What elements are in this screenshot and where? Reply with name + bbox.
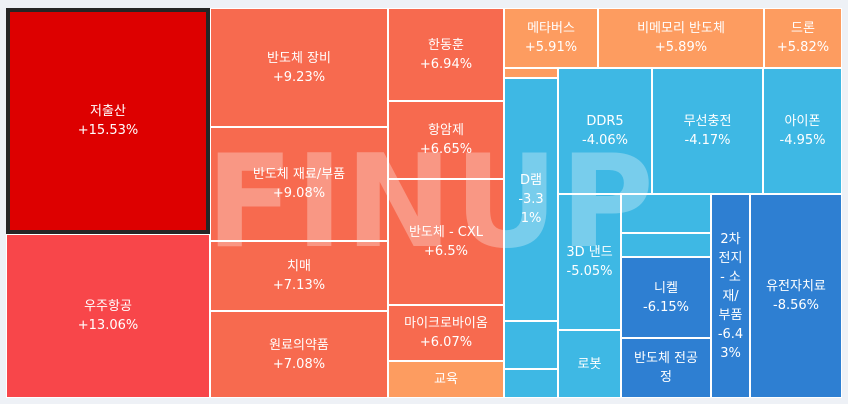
tile-change: +6.5% — [424, 244, 468, 259]
tile-change: +13.06% — [77, 318, 139, 333]
treemap-tile[interactable] — [621, 194, 711, 233]
tile-name: 한동훈 — [428, 37, 464, 53]
treemap-tile[interactable] — [504, 321, 558, 369]
treemap-tile[interactable]: 3D 낸드 -5.05% — [558, 194, 621, 330]
tile-name: 로봇 — [577, 356, 602, 372]
treemap-tile[interactable]: 2차 전지 - 소 재/ 부품 -6.4 3% — [711, 194, 750, 398]
treemap-tile[interactable]: 반도체 전공 정 — [621, 338, 711, 398]
treemap-tile[interactable]: 드론 +5.82% — [764, 8, 842, 68]
tile-name: 저출산 — [90, 104, 126, 119]
tile-change: +9.23% — [272, 69, 326, 85]
tile-name: D램 -3.3 1% — [518, 173, 544, 226]
tile-name: 니켈 — [654, 280, 678, 296]
tile-name: 우주항공 — [84, 299, 132, 314]
treemap-tile[interactable]: 한동훈 +6.94% — [388, 8, 504, 101]
tile-change: +7.08% — [272, 356, 326, 372]
treemap-tile[interactable]: DDR5 -4.06% — [558, 68, 652, 194]
tile-name: 반도체 전공 정 — [634, 351, 698, 385]
tile-change: -8.56% — [773, 298, 819, 313]
treemap-tile[interactable]: 반도체 재료/부품 +9.08% — [210, 127, 388, 241]
treemap-tile[interactable] — [504, 369, 558, 398]
tile-name: 메타버스 — [527, 21, 575, 36]
tile-name: 2차 전지 - 소 재/ 부품 -6.4 3% — [717, 231, 744, 361]
treemap-tile[interactable]: 아이폰 -4.95% — [763, 68, 842, 194]
tile-name: 반도체 - CXL — [408, 225, 484, 240]
treemap-tile[interactable]: D램 -3.3 1% — [504, 78, 558, 321]
treemap-tile[interactable]: 교육 — [388, 361, 504, 398]
treemap-tile[interactable]: 우주항공 +13.06% — [6, 234, 210, 398]
tile-change: +5.91% — [524, 40, 578, 55]
tile-name: 아이폰 — [784, 114, 821, 129]
treemap-tile[interactable]: 로봇 — [558, 330, 621, 398]
treemap-tile[interactable]: 마이크로바이옴 +6.07% — [388, 305, 504, 361]
tile-name: 무선충전 — [683, 114, 732, 129]
tile-change: +5.89% — [654, 40, 708, 55]
treemap-tile[interactable]: 무선충전 -4.17% — [652, 68, 763, 194]
tile-name: 드론 — [791, 21, 815, 36]
tile-name: 항암제 — [428, 123, 464, 138]
treemap-tile[interactable]: 치매 +7.13% — [210, 241, 388, 311]
tile-change: +7.13% — [272, 278, 326, 293]
tile-name: 치매 — [287, 259, 311, 274]
tile-name: 3D 낸드 — [566, 245, 613, 260]
treemap-tile[interactable]: 항암제 +6.65% — [388, 101, 504, 179]
treemap-tile[interactable]: 메타버스 +5.91% — [504, 8, 598, 68]
treemap-tile[interactable]: 유전자치료 -8.56% — [750, 194, 842, 398]
tile-change: -6.15% — [643, 299, 689, 315]
tile-change: +5.82% — [776, 40, 830, 55]
tile-change: -4.17% — [684, 133, 731, 148]
tile-name: 반도체 재료/부품 — [252, 167, 346, 182]
treemap-tile[interactable]: 원료의약품 +7.08% — [210, 311, 388, 398]
treemap-tile[interactable]: 반도체 - CXL +6.5% — [388, 179, 504, 305]
treemap-tile[interactable]: 니켈 -6.15% — [621, 257, 711, 338]
treemap-tile[interactable] — [504, 68, 558, 78]
tile-change: -5.05% — [566, 264, 613, 279]
treemap-tile[interactable]: 비메모리 반도체 +5.89% — [598, 8, 764, 68]
tile-name: 유전자치료 — [766, 279, 826, 294]
tile-name: 반도체 장비 — [267, 50, 331, 66]
tile-name: 교육 — [434, 372, 458, 387]
tile-change: +15.53% — [77, 123, 139, 138]
treemap-tile[interactable]: 반도체 장비 +9.23% — [210, 8, 388, 127]
tile-name: 비메모리 반도체 — [637, 21, 725, 36]
tile-change: +6.94% — [419, 56, 473, 72]
tile-change: -4.95% — [779, 133, 826, 148]
tile-change: +6.65% — [419, 142, 473, 157]
tile-name: DDR5 — [586, 114, 624, 129]
tile-change: +9.08% — [272, 186, 326, 201]
tile-change: -4.06% — [582, 133, 628, 148]
tile-change: +6.07% — [419, 335, 473, 350]
tile-name: 원료의약품 — [269, 337, 329, 353]
treemap-tile[interactable] — [621, 233, 711, 257]
tile-name: 마이크로바이옴 — [404, 316, 488, 331]
treemap-tile[interactable]: 저출산 +15.53% — [6, 8, 210, 234]
